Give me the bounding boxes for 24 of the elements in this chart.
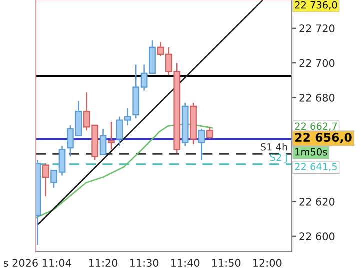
ref-line-label: S1 4h (261, 143, 288, 151)
x-tick-label: 12:00 (254, 259, 282, 268)
y-tick-label: 22 700 (300, 59, 335, 68)
text: 22 662,7 (295, 122, 338, 132)
line-series (36, 123, 214, 219)
text: 22 656,0 (295, 133, 352, 144)
candlestick (198, 128, 206, 161)
candlestick (100, 128, 107, 156)
x-tick-label: s 2026 11:04 (4, 259, 72, 268)
x-tick-label: 11:40 (171, 259, 200, 268)
ref-line-label: S2 J (270, 154, 288, 164)
y-tick-label: 22 600 (300, 232, 335, 241)
candlestick (108, 121, 115, 150)
text: 22 736,0 (295, 1, 338, 10)
x-tick-label: 11:50 (212, 259, 241, 268)
candlestick (206, 126, 214, 140)
text: 22 641,5 (295, 163, 338, 172)
x-tick-label: 11:20 (89, 259, 118, 268)
x-tick-label: 11:30 (130, 259, 159, 268)
candlestick (42, 162, 50, 198)
y-tick-label: 22 720 (300, 24, 335, 33)
y-tick-label: 22 680 (300, 94, 335, 102)
text: 1m50s (296, 148, 328, 156)
y-tick-label: 22 620 (300, 198, 335, 206)
